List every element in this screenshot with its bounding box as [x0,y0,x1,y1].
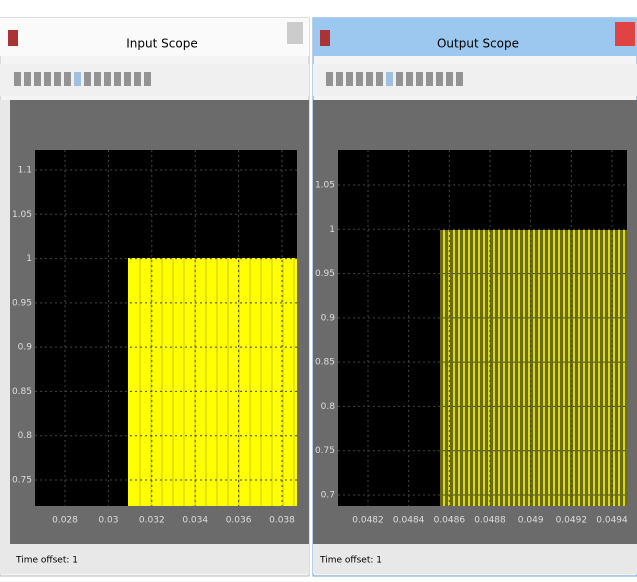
toolbar-icon [356,72,363,86]
y-tick-label: 0.85 [12,387,32,397]
y-tick-label: 0.85 [315,358,335,368]
y-tick-label: 1 [26,254,32,264]
y-tick-label: 0.9 [18,343,33,353]
status-text: Time offset: 1 [319,556,382,566]
toolbar-icon [114,72,121,86]
toolbar-icon [84,72,91,86]
toolbar-icon [426,72,433,86]
app-icon [8,30,18,46]
x-tick-label: 0.0484 [393,516,425,526]
y-tick-label: 0.95 [315,269,335,279]
toolbar-icon [94,72,101,86]
y-tick-label: 0.9 [321,313,336,323]
x-tick-label: 0.028 [52,516,78,526]
screenshot: Input Scope Time offset: 1 Output Scope … [0,0,637,578]
x-tick-label: 0.049 [518,516,544,526]
status-text: Time offset: 1 [15,556,78,566]
toolbar-icon [34,72,41,86]
app-icon [320,30,330,46]
toolbar-icon [24,72,31,86]
toolbar-icon [386,72,393,86]
toolbar-icon [456,72,463,86]
x-tick-label: 0.0492 [556,516,588,526]
close-button[interactable] [287,22,303,44]
y-tick-label: 0.8 [18,431,33,441]
toolbar-icon [326,72,333,86]
y-tick-label: 0.95 [12,298,32,308]
y-tick-label: 0.75 [315,446,335,456]
toolbar-icon [64,72,71,86]
toolbar-icon [74,72,81,86]
y-tick-label: 0.75 [12,476,32,486]
window-title: Input Scope [126,37,197,51]
x-tick-label: 0.036 [226,516,252,526]
x-tick-label: 0.032 [139,516,165,526]
toolbar-icon [134,72,141,86]
toolbar-icon [124,72,131,86]
y-tick-label: 1.05 [315,181,335,191]
x-tick-label: 0.0494 [596,516,628,526]
x-tick-label: 0.0482 [352,516,384,526]
toolbar-icon [436,72,443,86]
y-tick-label: 0.7 [321,491,335,501]
x-tick-label: 0.0486 [434,516,466,526]
toolbar-icon [44,72,51,86]
x-tick-label: 0.034 [182,516,208,526]
toolbar-icon [406,72,413,86]
window-title: Output Scope [437,37,519,51]
toolbar-icon [376,72,383,86]
y-tick-label: 1 [329,225,335,235]
toolbar-icon [346,72,353,86]
y-tick-label: 0.8 [321,402,336,412]
x-tick-label: 0.03 [98,516,118,526]
y-tick-label: 1.05 [12,210,32,220]
toolbar-icon [54,72,61,86]
toolbar-icon [396,72,403,86]
toolbar-icon [144,72,151,86]
side-strip [0,100,10,560]
toolbar-icon [366,72,373,86]
close-button[interactable] [615,22,635,46]
toolbar-icon [14,72,21,86]
toolbar-icon [104,72,111,86]
x-tick-label: 0.0488 [474,516,506,526]
toolbar-icon [336,72,343,86]
toolbar-icon [446,72,453,86]
toolbar-icon [416,72,423,86]
y-tick-label: 1.1 [18,166,32,176]
x-tick-label: 0.038 [269,516,295,526]
